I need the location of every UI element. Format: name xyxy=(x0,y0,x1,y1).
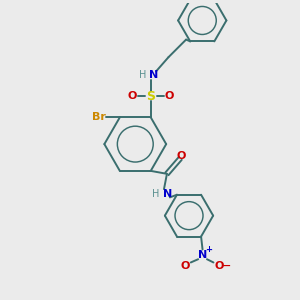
Text: N: N xyxy=(163,189,172,200)
Text: N: N xyxy=(198,250,207,260)
Text: Br: Br xyxy=(92,112,106,122)
Text: H: H xyxy=(139,70,146,80)
Text: O: O xyxy=(214,261,224,271)
Text: H: H xyxy=(152,189,159,200)
Text: N: N xyxy=(149,70,158,80)
Text: +: + xyxy=(205,245,212,254)
Text: S: S xyxy=(146,90,155,103)
Text: O: O xyxy=(128,91,137,101)
Text: O: O xyxy=(164,91,174,101)
Text: −: − xyxy=(222,261,232,271)
Text: O: O xyxy=(181,261,190,271)
Text: O: O xyxy=(177,151,186,161)
